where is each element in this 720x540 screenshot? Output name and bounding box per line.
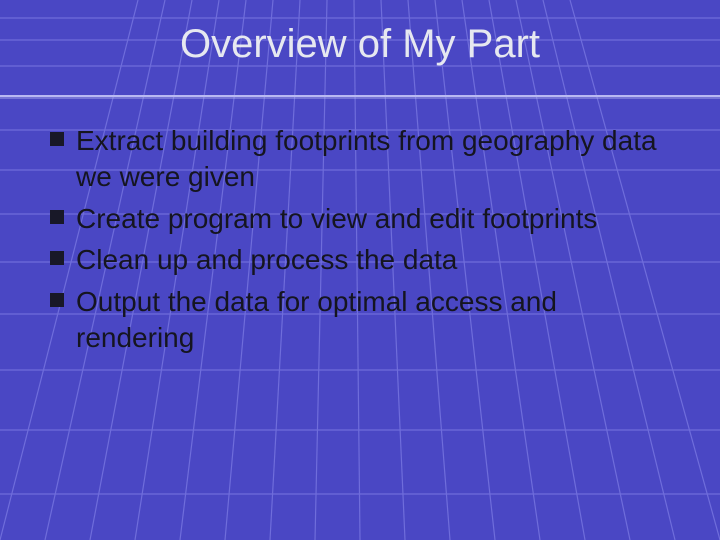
bullet-text: Extract building footprints from geograp… [76, 123, 680, 195]
slide-content: Overview of My Part Extract building foo… [0, 0, 720, 356]
slide: Overview of My Part Extract building foo… [0, 0, 720, 540]
bullet-text: Create program to view and edit footprin… [76, 201, 597, 237]
bullet-marker-icon [50, 293, 64, 307]
bullet-text: Output the data for optimal access and r… [76, 284, 680, 356]
list-item: Extract building footprints from geograp… [50, 123, 680, 195]
slide-title: Overview of My Part [0, 0, 720, 67]
list-item: Clean up and process the data [50, 242, 680, 278]
bullet-marker-icon [50, 210, 64, 224]
list-item: Output the data for optimal access and r… [50, 284, 680, 356]
bullet-marker-icon [50, 251, 64, 265]
bullet-marker-icon [50, 132, 64, 146]
bullet-text: Clean up and process the data [76, 242, 457, 278]
list-item: Create program to view and edit footprin… [50, 201, 680, 237]
bullet-list: Extract building footprints from geograp… [0, 123, 720, 356]
